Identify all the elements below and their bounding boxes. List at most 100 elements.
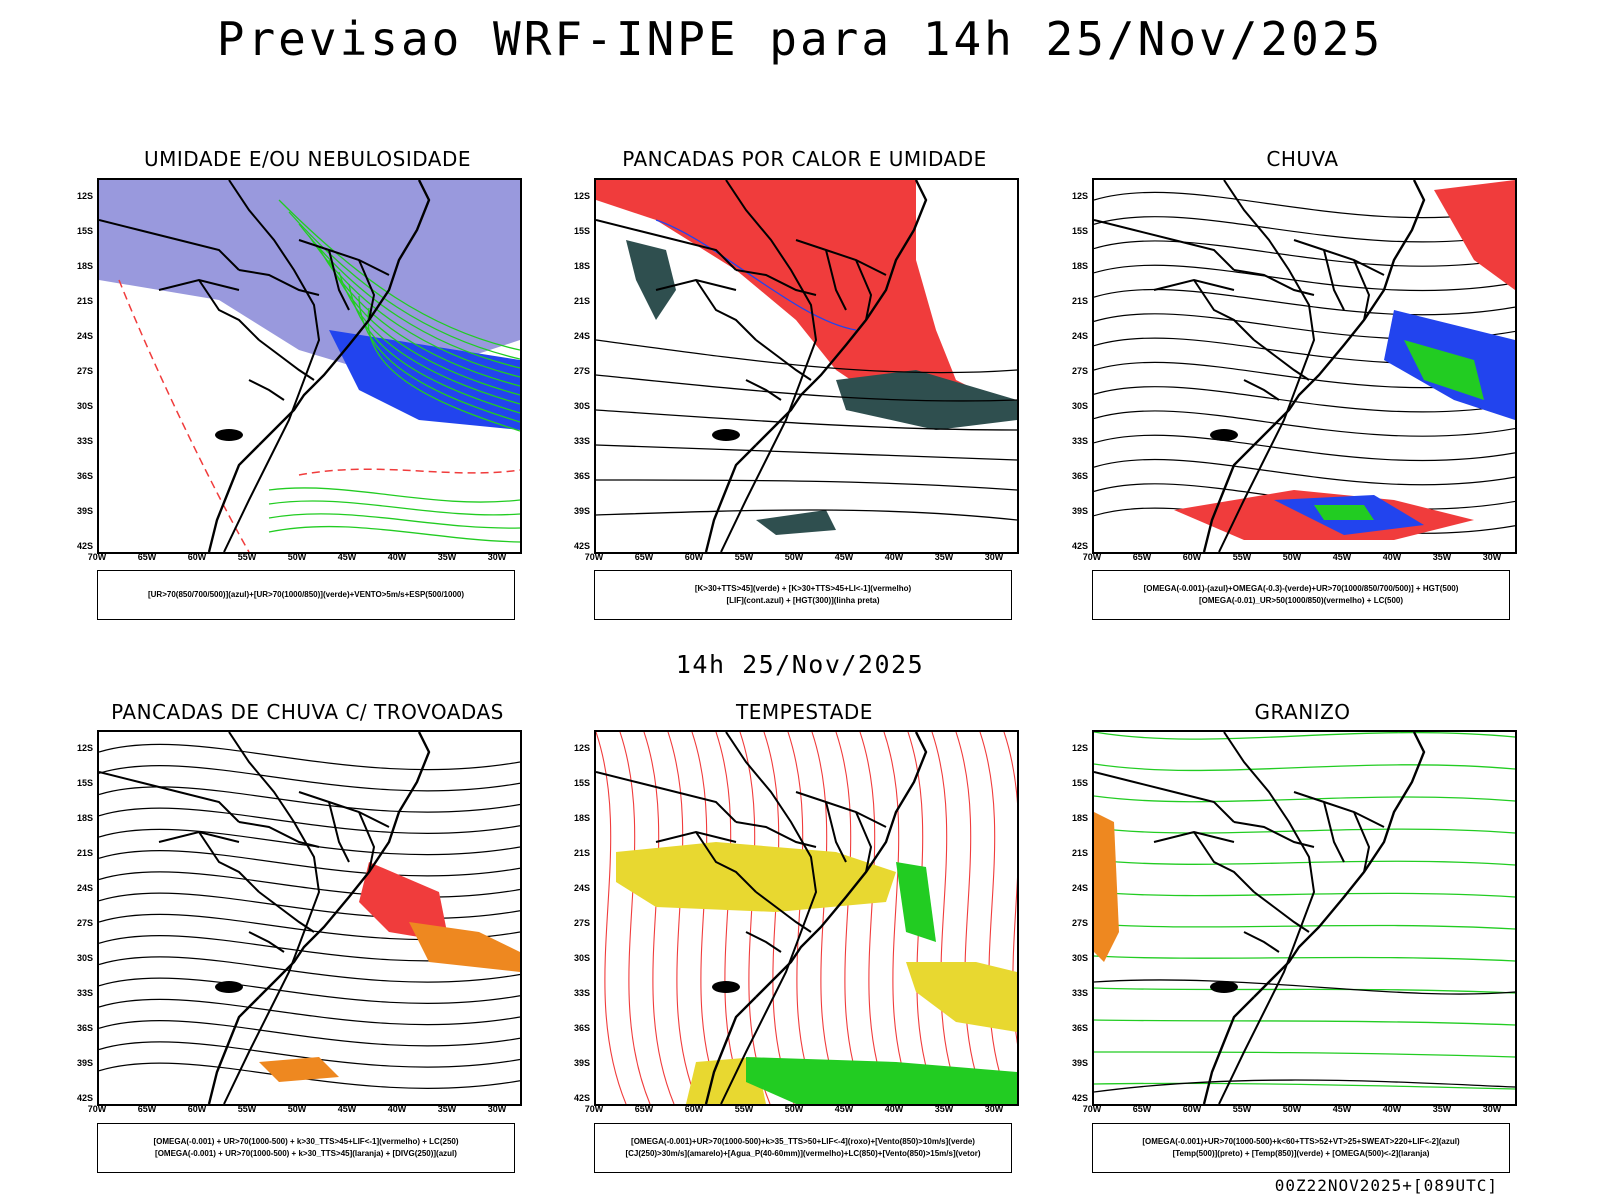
- latitude-label: 15S: [573, 226, 590, 236]
- map-boundary-line: [1243, 931, 1280, 953]
- map-boundary-line: [298, 791, 390, 828]
- map-boundary-line: [720, 732, 818, 1104]
- map-boundary-line: [695, 831, 757, 893]
- latitude-label: 21S: [1071, 296, 1088, 306]
- map-boundary-line: [825, 249, 847, 311]
- thickness-red-dashed-line: [298, 468, 520, 476]
- humidity-green-contour: [328, 259, 520, 396]
- lc250-streamline: [99, 1020, 520, 1047]
- latitude-label: 21S: [573, 296, 590, 306]
- latitude-label: 36S: [76, 1023, 93, 1033]
- legend-line: [OMEGA(-0.001) + UR>70(1000-500) + k>30_…: [153, 1137, 459, 1146]
- panel-legend: [OMEGA(-0.001)+UR>70(1000-500)+k>35_TTS>…: [594, 1123, 1012, 1173]
- map-boundary-line: [745, 379, 782, 401]
- latitude-label: 27S: [76, 366, 93, 376]
- map-boundary-line: [248, 931, 285, 953]
- hgt500-streamline: [1094, 458, 1515, 486]
- longitude-label: 55W: [1232, 1104, 1252, 1114]
- hgt500-streamline: [1094, 240, 1515, 267]
- longitude-label: 65W: [1132, 1104, 1152, 1114]
- map-boundary-line: [795, 791, 887, 828]
- lake-shape: [712, 981, 740, 993]
- latitude-label: 24S: [76, 883, 93, 893]
- map-boundary-line: [755, 339, 812, 381]
- longitude-label: 60W: [187, 1104, 207, 1114]
- latitude-label: 39S: [76, 506, 93, 516]
- map-boundary-line: [1243, 379, 1280, 401]
- map-boundary-line: [596, 771, 737, 823]
- temp850-green-contour: [1094, 891, 1515, 898]
- lc850-red-streamline: [643, 732, 675, 1104]
- latitude-label: 36S: [1071, 471, 1088, 481]
- lake-shape: [1210, 981, 1238, 993]
- longitude-label: 30W: [984, 552, 1004, 562]
- lc850-red-streamline: [955, 732, 987, 1104]
- longitude-label: 70W: [584, 552, 604, 562]
- longitude-label: 65W: [634, 1104, 654, 1114]
- thunderstorm-orange-area: [409, 922, 520, 972]
- map-boundary-line: [1202, 444, 1255, 552]
- map-boundary-line: [158, 830, 240, 843]
- latitude-label: 39S: [1071, 506, 1088, 516]
- lc250-streamline: [99, 743, 520, 771]
- temp850-green-contour: [1094, 1051, 1515, 1058]
- panel-legend: [UR>70(850/700/500)](azul)+[UR>70(1000/8…: [97, 570, 515, 620]
- map-boundary-line: [1094, 771, 1235, 823]
- map-boundary-line: [207, 996, 260, 1104]
- map-boundary-line: [248, 379, 285, 401]
- longitude-label: 60W: [1182, 552, 1202, 562]
- latitude-label: 15S: [573, 778, 590, 788]
- panel-title: UMIDADE E/OU NEBULOSIDADE: [143, 147, 472, 171]
- map-boundary-line: [258, 891, 315, 933]
- latitude-label: 42S: [1071, 1093, 1088, 1103]
- map-boundary-line: [655, 278, 737, 291]
- temp850-green-contour: [1094, 987, 1515, 994]
- latitude-label: 18S: [76, 813, 93, 823]
- hgt300-black-contour: [596, 374, 1017, 402]
- hgt300-black-contour: [596, 479, 1017, 491]
- rain-green-area: [1314, 505, 1374, 520]
- latitude-label: 15S: [1071, 778, 1088, 788]
- map-boundary-line: [1153, 278, 1235, 291]
- panel-title: PANCADAS POR CALOR E UMIDADE: [622, 147, 987, 171]
- map-boundary-line: [258, 732, 431, 998]
- legend-line: [OMEGA(-0.01)_UR>50(1000/850)(vermelho) …: [1198, 596, 1404, 605]
- temp850-green-contour: [1094, 827, 1515, 834]
- lc250-streamline: [99, 1041, 520, 1068]
- hgt300-black-contour: [596, 339, 1017, 374]
- latitude-label: 39S: [573, 506, 590, 516]
- hgt300-black-contour: [596, 509, 1017, 521]
- map-canvas: [99, 732, 520, 1104]
- legend-line: [OMEGA(-0.001) + UR>70(1000-500) + k>30_…: [155, 1149, 457, 1158]
- wind850-green-area: [746, 1057, 1017, 1104]
- lc850-red-streamline: [619, 732, 651, 1104]
- lc850-red-streamline: [883, 732, 915, 1104]
- latitude-label: 33S: [76, 436, 93, 446]
- longitude-label: 70W: [87, 1104, 107, 1114]
- latitude-label: 27S: [76, 918, 93, 928]
- humidity-green-contour: [348, 283, 520, 414]
- latitude-label: 15S: [1071, 226, 1088, 236]
- temp850-green-contour: [1094, 923, 1515, 930]
- lake-shape: [215, 981, 243, 993]
- lc250-streamline: [99, 828, 520, 856]
- panel-title: TEMPESTADE: [736, 700, 873, 724]
- run-time-label: 00Z22NOV2025+[089UTC]: [1274, 1176, 1498, 1195]
- map-boundary-line: [328, 801, 350, 863]
- legend-line: [CJ(250)>30m/s](amarelo)+[Agua_P(40-60mm…: [625, 1149, 981, 1158]
- forecast-map: [97, 730, 522, 1106]
- latitude-label: 24S: [76, 331, 93, 341]
- humidity-green-contour: [278, 199, 520, 351]
- wind850-green-area: [896, 862, 936, 942]
- latitude-label: 30S: [76, 953, 93, 963]
- longitude-label: 35W: [934, 1104, 954, 1114]
- latitude-label: 24S: [573, 883, 590, 893]
- temp500-black-contour: [1094, 979, 1515, 995]
- map-boundary-line: [1293, 239, 1385, 276]
- latitude-label: 30S: [1071, 953, 1088, 963]
- map-boundary-line: [1193, 831, 1255, 893]
- latitude-label: 30S: [1071, 401, 1088, 411]
- longitude-label: 30W: [1482, 1104, 1502, 1114]
- jet-yellow-area: [616, 842, 896, 912]
- hgt500-streamline: [1094, 288, 1515, 316]
